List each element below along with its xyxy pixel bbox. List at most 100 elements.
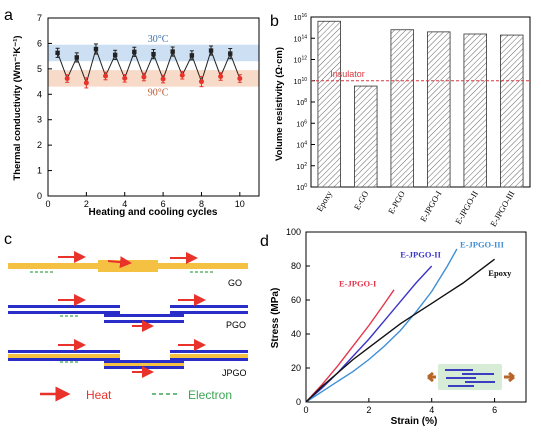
chart-a-point-90c (237, 76, 243, 82)
chart-b-category-label: E-JPGO-II (453, 189, 480, 226)
chart-b-frame (310, 16, 531, 188)
go-layer-mid-bottom (98, 266, 158, 272)
inset-layer (445, 369, 473, 371)
chart-b-ytick-label: 106 (296, 119, 307, 128)
chart-a-cycle-line (57, 47, 241, 85)
chart-b-category-label: E-JPGO-I (418, 189, 444, 224)
chart-a-xlabel: Heating and cooling cycles (89, 207, 218, 218)
chart-b-bar (463, 33, 487, 188)
chart-b-category-label: E-JPGO-III (488, 189, 517, 228)
chart-b-bar (354, 85, 378, 188)
chart-a-frame (47, 17, 260, 197)
schematic-legend: Heat Electron (40, 386, 232, 402)
chart-b-ytick-label: 102 (296, 162, 307, 171)
panel-label-d: d (260, 233, 269, 250)
chart-a-point-90c (64, 76, 70, 82)
inset-arrow-right (504, 371, 515, 383)
legend-electron-label: Electron (188, 388, 232, 402)
go-layer-right (158, 263, 248, 269)
chart-b-ytick-label: 1014 (294, 34, 308, 43)
chart-b-bar (390, 29, 414, 188)
chart-b-category-label: E-PGO (386, 189, 407, 216)
chart-a-ytick-label: 0 (37, 191, 42, 201)
chart-b-ytick-exponent: 16 (301, 13, 307, 19)
panel-label-b: b (270, 13, 279, 30)
chart-d-series-label: Epoxy (488, 268, 512, 278)
chart-d-series-line (305, 248, 458, 403)
chart-d-xtick-label: 0 (303, 405, 308, 415)
chart-a-band (48, 70, 259, 87)
pgo-layer (8, 311, 120, 314)
jpgo-go-layer (170, 354, 248, 358)
chart-b-ylabel: Volume resistivity (Ω·cm) (274, 47, 285, 161)
chart-a-point-30c (55, 50, 60, 56)
chart-a-point-90c (141, 74, 147, 80)
chart-d-ytick-label: 40 (291, 329, 301, 339)
chart-b-ytick-exponent: 2 (304, 162, 307, 168)
chart-a-point-30c (189, 53, 195, 58)
go-layer-left (8, 263, 98, 269)
chart-b-ytick-label: 104 (296, 141, 307, 150)
legend-heat-label: Heat (86, 388, 112, 402)
chart-d-ytick-label: 100 (286, 227, 301, 237)
jpgo-go-layer (104, 363, 184, 366)
chart-a-xtick-label: 0 (45, 199, 50, 209)
row-label-pgo: PGO (226, 320, 246, 330)
jpgo-layer (170, 358, 248, 361)
chart-b-bar (500, 34, 524, 188)
chart-a-point-90c (218, 73, 224, 79)
chart-a-ytick-label: 3 (37, 115, 42, 125)
chart-d-ylabel: Stress (MPa) (270, 288, 281, 349)
jpgo-go-layer (8, 354, 120, 358)
inset-layer (448, 385, 474, 387)
insulator-label: Insulator (330, 69, 365, 79)
chart-a-point-90c (179, 72, 185, 78)
inset-layer (465, 381, 495, 383)
chart-a-point-30c (208, 48, 214, 53)
chart-b-ytick-label: 1016 (294, 13, 308, 22)
chart-d-ytick-label: 60 (291, 295, 301, 305)
chart-a-ytick-label: 2 (37, 140, 42, 150)
panel-label-c: c (4, 231, 12, 248)
chart-a-point-90c (103, 73, 109, 79)
chart-d: 0 2 4 6020406080100E-JPGO-IE-JPGO-IIE-JPGO-… (270, 227, 527, 427)
chart-d-series-line (305, 265, 433, 403)
schematic-row-go: GO (8, 251, 248, 288)
schematic-c: GO PGO (8, 251, 248, 402)
chart-a-point-30c (112, 52, 118, 58)
chart-d-xlabel: Strain (%) (391, 416, 438, 427)
pgo-layer (170, 305, 248, 308)
chart-a-ytick-label: 6 (37, 38, 42, 48)
chart-d-series-line (305, 289, 395, 403)
chart-b-ytick-exponent: 6 (304, 119, 307, 125)
chart-d-series-line (305, 258, 496, 403)
row-label-go: GO (228, 278, 242, 288)
chart-b-ytick-label: 1010 (294, 77, 308, 86)
panel-label-a: a (4, 7, 13, 24)
chart-b-ytick-exponent: 10 (301, 77, 307, 83)
pgo-layer (104, 320, 184, 323)
chart-d-xtick-label: 2 (366, 405, 371, 415)
inset-layer (446, 377, 476, 379)
chart-a-xtick-label: 4 (122, 199, 127, 209)
chart-b-ytick-exponent: 8 (304, 98, 307, 104)
row-label-jpgo: JPGO (222, 368, 247, 378)
jpgo-layer (8, 350, 120, 353)
chart-a-xtick-label: 10 (235, 199, 245, 209)
pgo-layer (8, 305, 120, 308)
chart-a-point-30c (74, 55, 79, 60)
chart-a-ytick-label: 4 (37, 89, 42, 99)
chart-d-xtick-label: 4 (429, 405, 434, 415)
chart-b-category-label: E-GO (352, 189, 371, 212)
chart-b-bar (317, 20, 341, 188)
annotation-90c: 90°C (148, 88, 169, 99)
chart-d-ytick-label: 0 (296, 397, 301, 407)
chart-a-point-30c (151, 51, 156, 57)
chart-d-frame (305, 231, 527, 403)
chart-b-category-label: Epoxy (314, 188, 334, 213)
schematic-row-jpgo: JPGO (8, 339, 248, 378)
jpgo-layer (104, 360, 184, 363)
